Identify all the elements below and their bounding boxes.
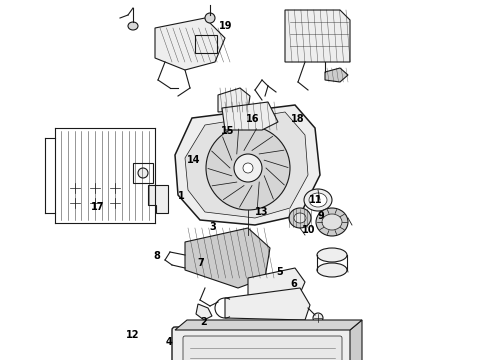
Text: 14: 14 <box>187 155 200 165</box>
Bar <box>195 35 217 53</box>
Polygon shape <box>222 102 278 130</box>
Ellipse shape <box>322 214 342 230</box>
Text: 17: 17 <box>91 202 105 212</box>
Ellipse shape <box>289 208 311 228</box>
Polygon shape <box>175 320 362 330</box>
Polygon shape <box>185 112 308 218</box>
Text: 10: 10 <box>302 225 316 235</box>
Text: 8: 8 <box>153 251 160 261</box>
Polygon shape <box>175 105 320 225</box>
Ellipse shape <box>309 193 327 207</box>
FancyBboxPatch shape <box>183 336 342 360</box>
Text: 3: 3 <box>210 222 217 232</box>
Circle shape <box>206 126 290 210</box>
Text: 16: 16 <box>245 114 259 124</box>
Ellipse shape <box>316 208 348 236</box>
Polygon shape <box>196 304 212 320</box>
Text: 4: 4 <box>166 337 172 347</box>
Text: 11: 11 <box>309 195 323 205</box>
Text: 2: 2 <box>200 317 207 327</box>
Text: 9: 9 <box>318 211 324 221</box>
Text: 1: 1 <box>178 191 185 201</box>
Polygon shape <box>148 185 168 213</box>
Circle shape <box>243 163 253 173</box>
Polygon shape <box>350 320 362 360</box>
Polygon shape <box>325 68 348 82</box>
Circle shape <box>313 313 323 323</box>
Ellipse shape <box>294 213 306 223</box>
Ellipse shape <box>128 22 138 30</box>
Text: 12: 12 <box>125 330 139 340</box>
Text: 5: 5 <box>276 267 283 277</box>
Polygon shape <box>185 228 270 288</box>
FancyBboxPatch shape <box>172 327 353 360</box>
Polygon shape <box>248 268 305 298</box>
Polygon shape <box>225 288 310 320</box>
Bar <box>133 163 153 183</box>
Circle shape <box>138 168 148 178</box>
Circle shape <box>234 154 262 182</box>
Circle shape <box>205 13 215 23</box>
Text: 15: 15 <box>221 126 235 136</box>
Text: 18: 18 <box>291 114 305 124</box>
Ellipse shape <box>317 263 347 277</box>
Text: 13: 13 <box>255 207 269 217</box>
Text: 6: 6 <box>291 279 297 289</box>
Polygon shape <box>285 10 350 62</box>
Ellipse shape <box>317 248 347 262</box>
Text: 19: 19 <box>219 21 232 31</box>
Polygon shape <box>155 18 225 70</box>
Text: 7: 7 <box>197 258 204 268</box>
Ellipse shape <box>304 189 332 211</box>
Polygon shape <box>218 88 250 112</box>
